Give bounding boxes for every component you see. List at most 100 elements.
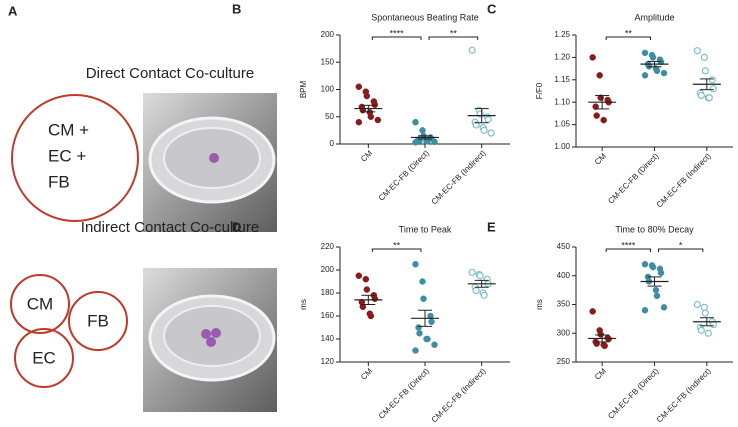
data-point	[601, 342, 608, 350]
x-tick-label: CM-EC-FB (Indirect)	[430, 148, 488, 206]
x-tick-label: CM-EC-FB (Indirect)	[430, 366, 488, 424]
data-point	[428, 318, 435, 325]
data-point	[652, 286, 660, 294]
data-point	[700, 53, 708, 62]
y-tick-label: 1.15	[554, 75, 570, 84]
data-point	[476, 272, 484, 280]
panel-letter: D	[232, 219, 241, 234]
y-tick-label: 0	[330, 139, 335, 148]
data-point	[468, 46, 476, 54]
data-point	[415, 324, 422, 331]
data-point	[412, 347, 419, 354]
y-tick-label: 1.00	[554, 142, 570, 151]
data-point	[363, 286, 371, 293]
significance-bracket	[605, 248, 651, 252]
data-point	[412, 118, 419, 126]
panel-letter: E	[487, 219, 496, 234]
y-tick-label: 160	[321, 311, 335, 320]
data-point	[367, 312, 375, 320]
x-tick-label: CM	[593, 151, 608, 166]
significance-bracket	[371, 248, 422, 252]
y-tick-label: 200	[321, 30, 335, 39]
y-tick-label: 1.10	[554, 97, 570, 106]
circle-text: EC	[32, 348, 56, 367]
dish-photo	[143, 93, 277, 232]
circle-text: EC +	[48, 146, 86, 165]
data-point	[431, 341, 438, 348]
data-point	[355, 272, 363, 279]
x-tick-label: CM-EC-FB (Indirect)	[655, 366, 713, 424]
data-point	[472, 121, 480, 129]
x-tick-label: CM	[359, 148, 374, 163]
x-tick-label: CM-EC-FB (Indirect)	[655, 151, 713, 209]
significance-label: ****	[621, 240, 636, 250]
data-point	[697, 326, 705, 334]
x-tick-label: CM-EC-FB (Direct)	[377, 148, 431, 202]
significance-bracket	[428, 36, 479, 40]
y-tick-label: 350	[557, 300, 571, 309]
data-point	[693, 300, 701, 309]
data-point	[697, 91, 705, 100]
data-point	[419, 127, 426, 134]
data-point	[424, 335, 431, 343]
data-point	[592, 103, 599, 110]
circle-text: FB	[87, 311, 109, 330]
dish-photo	[143, 268, 277, 412]
data-point	[660, 304, 668, 311]
data-point	[701, 309, 709, 317]
data-point	[412, 261, 419, 268]
y-tick-label: 300	[557, 328, 571, 337]
data-point	[600, 116, 607, 124]
data-point	[419, 278, 426, 285]
y-axis-label: ms	[535, 299, 544, 310]
data-point	[484, 115, 492, 124]
y-tick-label: 180	[321, 288, 335, 297]
data-point	[704, 329, 712, 337]
data-point	[468, 268, 476, 276]
data-point	[355, 83, 363, 91]
y-tick-label: 250	[557, 357, 571, 366]
chart-title: Amplitude	[634, 12, 674, 22]
data-point	[641, 49, 649, 57]
data-point	[480, 126, 488, 134]
panel-letter: C	[487, 1, 497, 16]
y-axis-label: BPM	[299, 81, 308, 99]
y-tick-label: 1.25	[554, 30, 570, 39]
data-point	[487, 129, 495, 137]
data-point	[653, 67, 661, 75]
culture-circle	[68, 291, 128, 351]
y-tick-label: 50	[325, 112, 334, 121]
data-point	[660, 69, 668, 77]
chart-title: Time to Peak	[399, 224, 452, 234]
significance-label: **	[393, 240, 401, 250]
significance-label: **	[450, 28, 458, 38]
data-point	[641, 307, 649, 314]
significance-label: **	[625, 28, 633, 38]
significance-label: ****	[390, 28, 405, 38]
data-point	[371, 295, 379, 302]
x-tick-label: CM	[359, 366, 374, 381]
culture-circle	[10, 274, 70, 334]
data-point	[709, 85, 717, 93]
x-tick-label: CM-EC-FB (Direct)	[606, 151, 660, 205]
y-tick-label: 400	[557, 271, 571, 280]
data-point	[367, 113, 375, 120]
y-tick-label: 100	[321, 85, 335, 94]
data-point	[472, 287, 480, 295]
data-point	[589, 54, 596, 61]
x-tick-label: CM-EC-FB (Direct)	[606, 366, 660, 420]
circle-text: FB	[48, 172, 70, 191]
panel-letter: A	[8, 3, 18, 18]
data-point	[431, 138, 438, 146]
data-point	[420, 295, 427, 302]
y-tick-label: 120	[321, 357, 335, 366]
significance-bracket	[371, 36, 422, 40]
circle-text: CM	[27, 294, 53, 313]
data-point	[355, 118, 363, 126]
culture-circle	[14, 328, 74, 388]
y-tick-label: 200	[321, 265, 335, 274]
data-point	[597, 331, 604, 338]
y-tick-label: 1.05	[554, 120, 570, 129]
data-point	[480, 291, 488, 299]
